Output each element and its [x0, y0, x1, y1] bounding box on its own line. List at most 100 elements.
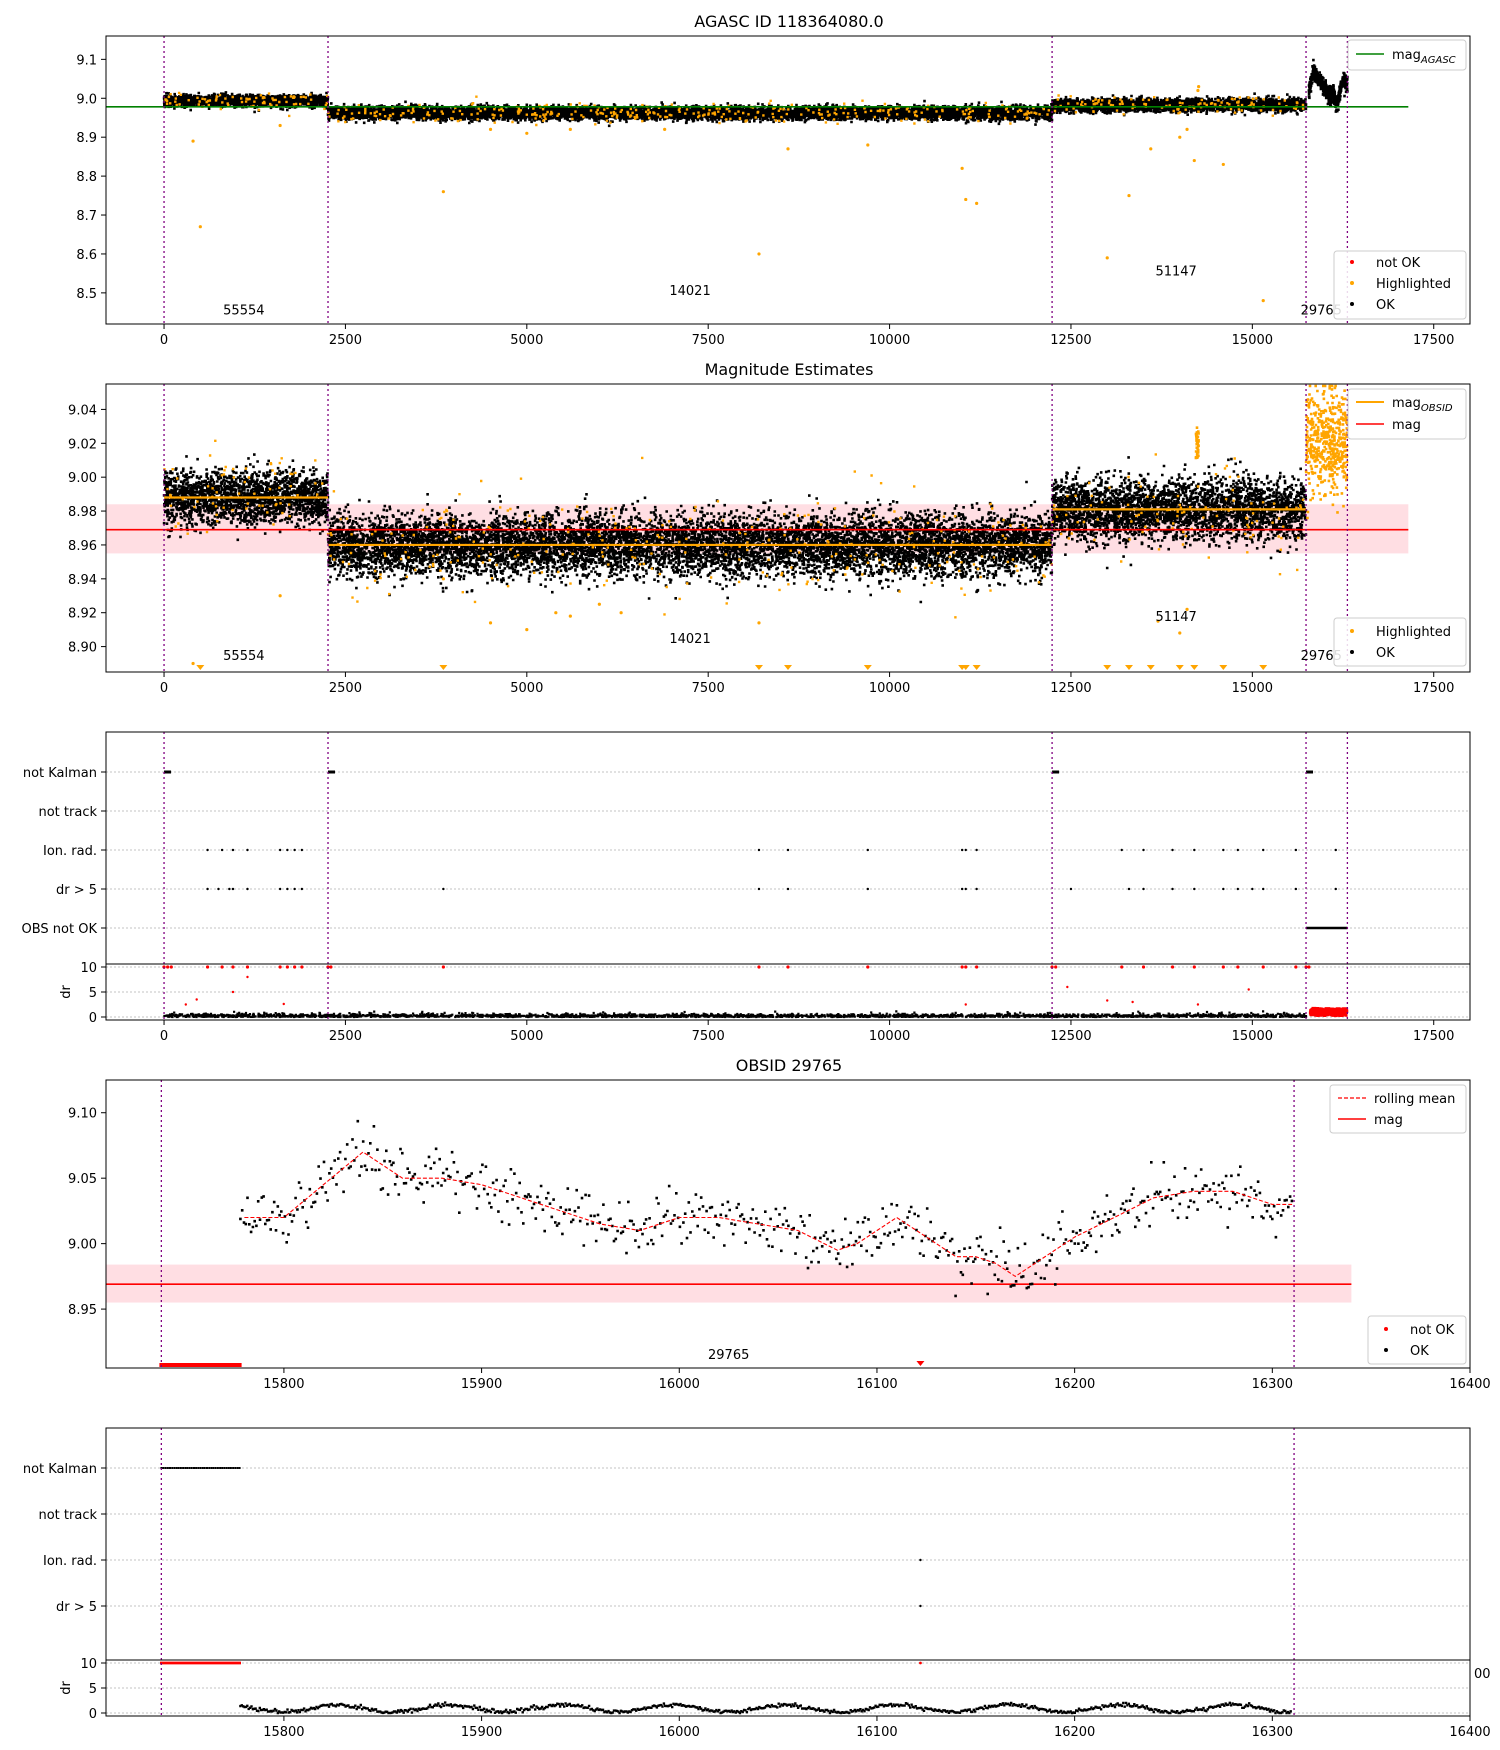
dr-not-ok-29 — [1294, 965, 1298, 969]
panel-estimates-ytick-label-6: 9.02 — [68, 437, 97, 452]
series-highlighted-obsid-55554 — [164, 91, 329, 118]
dr-series-not-ok — [160, 1661, 241, 1665]
panel-flags-xtick-label-2500: 2500 — [329, 1029, 362, 1044]
legend-label-highlighted: Highlighted — [1376, 277, 1451, 292]
panel-estimates-frame — [105, 383, 1471, 673]
dr-not-ok-12 — [329, 965, 333, 969]
ion-rad-marker-14 — [1120, 848, 1123, 852]
panel-obsid-ytick-label-1: 9.00 — [68, 1238, 97, 1253]
dr-not-ok-7 — [278, 965, 282, 969]
panel-agasc-title: AGASC ID 118364080.0 — [694, 12, 883, 31]
dr-not-ok-19 — [975, 965, 979, 969]
panel-estimates-ytick-label-2: 8.94 — [68, 573, 97, 588]
dr-not-ok-1 — [166, 965, 170, 969]
dr-outlier-1 — [195, 998, 198, 1001]
panel-obsid-flags-flag-label-2: Ion. rad. — [43, 1554, 97, 1569]
dr5-marker-23 — [1251, 887, 1254, 891]
panel-agasc-frame — [105, 35, 1471, 325]
ion-rad-marker-17 — [1193, 848, 1196, 852]
panel-obsid-yaxis: 8.95 9.00 9.05 9.10 — [68, 1107, 106, 1318]
outlier-highlighted-7 — [663, 127, 667, 132]
legend-label-mag: mag — [1392, 418, 1421, 433]
outlier-highlighted-18 — [1185, 127, 1189, 132]
dr-outlier-6 — [1106, 999, 1109, 1002]
legend-label-rolling-mean: rolling mean — [1374, 1092, 1455, 1107]
clipped-marker-3 — [784, 665, 792, 670]
panel-obsid-xtick-label-16400: 16400 — [1449, 1377, 1490, 1392]
dr5-marker-4 — [246, 887, 249, 891]
outlier-highlighted-15 — [1127, 193, 1131, 198]
clipped-marker-1 — [439, 665, 448, 670]
outlier-highlighted-6 — [568, 614, 572, 618]
legend-label-ok: OK — [1376, 646, 1395, 661]
obsid-label-29765: 29765 — [1301, 303, 1342, 318]
not-kalman-marker-2 — [1052, 770, 1060, 774]
panel-estimates-ytick-label-7: 9.04 — [68, 403, 97, 418]
panel-obsid-ytick-label-2: 9.05 — [68, 1172, 97, 1187]
dr5-marker-2 — [228, 887, 231, 891]
outlier-highlighted-21 — [1261, 299, 1265, 303]
ion-rad-marker-8 — [757, 848, 761, 852]
legend-swatch-highlighted — [1350, 629, 1354, 633]
legend-label-highlighted: Highlighted — [1376, 625, 1451, 640]
panel-estimates-yaxis: 8.90 8.92 8.94 8.96 8.98 9.00 9.02 9.04 — [68, 403, 106, 656]
dr-outlier-8 — [1196, 1003, 1200, 1006]
panel-agasc-ytick-label-2: 8.7 — [76, 209, 97, 224]
series-highlighted-obsid-29765 — [1304, 384, 1349, 520]
panel-estimates-ytick-label-1: 8.92 — [68, 607, 97, 622]
outlier-highlighted-5 — [554, 611, 558, 615]
panel-flags-flag-label-3: dr > 5 — [56, 883, 97, 898]
panel-estimates-ytick-label-0: 8.90 — [68, 641, 97, 656]
outlier-highlighted-0 — [191, 661, 195, 666]
series-ok-obsid-14021 — [326, 480, 1054, 604]
ion-rad-marker-18 — [1222, 848, 1225, 852]
obsid-label-51147: 51147 — [1155, 264, 1196, 279]
outlier-highlighted-2 — [278, 123, 282, 128]
panel-flags-flag-label-1: not track — [38, 805, 97, 820]
panel-obsid-flags: 15800 15900 16000 16100 16200 16300 16400 not … — [23, 1427, 1491, 1740]
ion-rad-marker-4 — [278, 848, 282, 852]
panel-obsid-xtick-label-16000: 16000 — [659, 1377, 700, 1392]
ion-rad-marker-0 — [919, 1558, 922, 1562]
panel-flags-dr-tick-label-0: 0 — [89, 1011, 97, 1026]
panel-obsid-flags-marks — [106, 1428, 1470, 1716]
outlier-highlighted-12 — [1185, 607, 1189, 611]
obsid-label-14021: 14021 — [669, 632, 710, 647]
dr-not-ok-24 — [1170, 965, 1175, 969]
outlier-highlighted-6 — [568, 127, 572, 132]
outlier-highlighted-0 — [191, 139, 195, 143]
clipped-marker-2 — [754, 665, 763, 670]
legend-box — [1333, 250, 1467, 320]
panel-agasc-legend-top: magAGASC — [1347, 39, 1467, 71]
not-kalman-marker-0 — [164, 770, 172, 774]
not-ok-clipped-marker-0 — [916, 1361, 925, 1366]
obsid-label-55554: 55554 — [223, 303, 264, 318]
dr-series-not-ok-29765 — [1308, 1006, 1349, 1018]
legend-swatch-highlighted — [1350, 281, 1354, 285]
panel-obsid-xtick-label-16100: 16100 — [856, 1377, 897, 1392]
panel-obsid-marks: 29765 — [106, 1080, 1470, 1368]
ion-rad-marker-13 — [975, 848, 978, 852]
series-not-ok — [159, 1363, 242, 1367]
dr-not-ok-8 — [285, 965, 289, 969]
panel-estimates-legend-bottom: Highlighted OK — [1333, 617, 1467, 667]
panel-estimates-title: Magnitude Estimates — [705, 360, 874, 379]
not-kalman-marker-1 — [328, 770, 336, 774]
panel-flags-xtick-label-15000: 15000 — [1232, 1029, 1273, 1044]
panel-obsid-flags-frame — [105, 1427, 1471, 1717]
series-highlighted-obsid-51147 — [1051, 453, 1305, 576]
dr-outlier-0 — [184, 1003, 188, 1006]
dr-series-ok — [239, 1701, 1292, 1715]
dr5-marker-26 — [1334, 887, 1337, 891]
dr-not-ok-2 — [169, 965, 173, 969]
dr-not-ok-13 — [441, 965, 445, 969]
outlier-highlighted-2 — [441, 577, 445, 581]
dr-outlier-7 — [1131, 1000, 1134, 1004]
panel-agasc-ytick-label-4: 8.9 — [76, 131, 97, 146]
dr-outlier-10 — [964, 1003, 967, 1006]
panel-obsid-flags-xtick-label-16100: 16100 — [856, 1725, 897, 1740]
panel-agasc-xtick-label-5000: 5000 — [510, 333, 543, 348]
panel-obsid-flags-dr-tick-label-1: 5 — [89, 1682, 97, 1697]
panel-estimates-ytick-label-4: 8.98 — [68, 505, 97, 520]
